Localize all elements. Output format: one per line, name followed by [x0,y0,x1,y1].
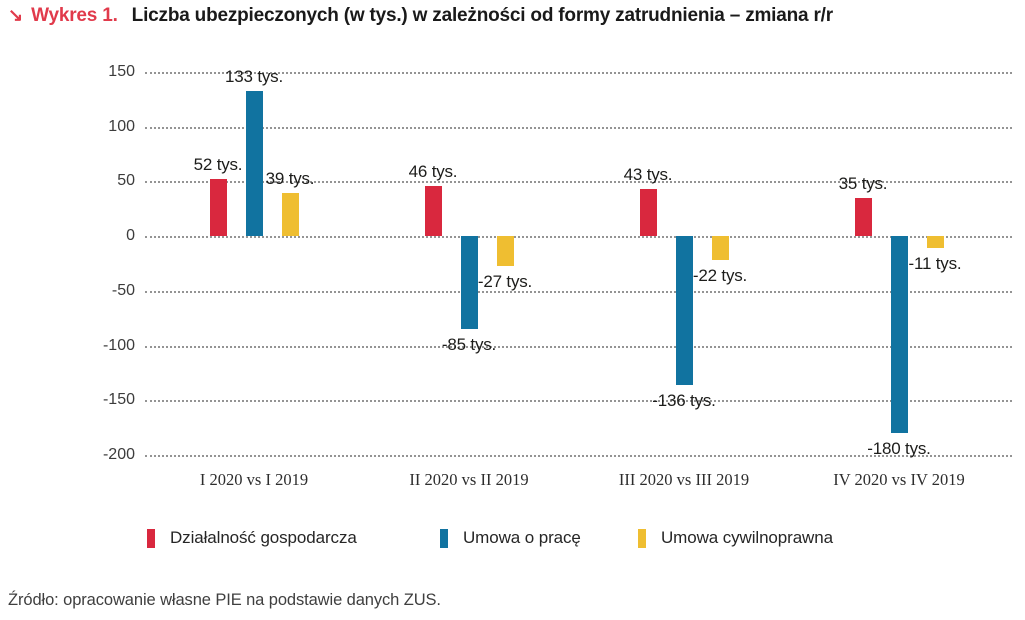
y-axis-tick-label: -100 [102,336,135,354]
y-axis-tick-label: 100 [108,117,135,135]
gridline [145,236,1012,239]
x-axis-category-label: II 2020 vs II 2019 [409,470,529,489]
legend-swatch [638,528,646,548]
bar [209,179,227,237]
y-axis-tick-label: -150 [102,391,135,409]
bar-value-label: 133 tys. [225,66,283,86]
y-axis-tick-label: -200 [102,446,135,463]
bar-value-label: 52 tys. [193,155,243,175]
legend-label: Umowa cywilnoprawna [661,528,833,547]
bar-value-label: -11 tys. [908,254,962,274]
bar-value-label: 39 tys. [265,169,315,189]
bar-value-label: -22 tys. [692,266,748,286]
y-axis-tick-label: 150 [108,63,135,80]
source-note: Źródło: opracowanie własne PIE na podsta… [8,591,441,609]
southeast-arrow-icon: ↘ [8,5,24,25]
bar-value-label: -136 tys. [652,390,716,410]
x-axis-category-label: IV 2020 vs IV 2019 [833,470,965,489]
chart-header: ↘ Wykres 1. Liczba ubezpieczonych (w tys… [8,5,833,27]
bar-value-label: -27 tys. [477,271,533,291]
y-axis-tick-label: -50 [111,281,135,299]
bar-value-label: -85 tys. [441,335,497,355]
legend-item: Umowa cywilnoprawna [638,528,833,548]
bar-value-label: 35 tys. [838,173,888,193]
bar-value-label: 43 tys. [623,165,673,185]
chart-number-label: Wykres 1. [31,5,118,26]
bar [675,236,693,385]
bar [639,189,657,237]
bar [711,236,729,261]
bar [424,185,442,237]
bar [854,197,872,237]
legend-item: Działalność gospodarcza [147,528,357,548]
legend-swatch [440,528,448,548]
bar [496,236,514,266]
bar-value-label: -180 tys. [867,439,931,459]
gridline [145,400,1012,403]
y-axis-tick-label: 0 [126,227,135,245]
legend-item: Umowa o pracę [440,528,581,548]
gridline [145,181,1012,184]
gridline [145,126,1012,129]
legend-label: Działalność gospodarcza [170,528,357,547]
gridline [145,290,1012,293]
chart-title: Liczba ubezpieczonych (w tys.) w zależno… [131,5,833,26]
gridline [145,455,1012,457]
y-axis-tick-label: 50 [117,172,135,190]
bar-value-label: 46 tys. [408,161,458,181]
legend: Działalność gospodarcza Umowa o pracę Umow… [0,528,1025,554]
bar [281,193,299,237]
gridline [145,72,1012,74]
legend-label: Umowa o pracę [463,528,581,547]
gridline [145,345,1012,348]
legend-swatch [147,528,155,548]
bar [890,236,908,434]
bar [926,236,944,249]
bar [460,236,478,330]
x-axis-category-label: III 2020 vs III 2019 [618,470,750,489]
bar [245,90,263,237]
x-axis-category-label: I 2020 vs I 2019 [199,470,309,489]
